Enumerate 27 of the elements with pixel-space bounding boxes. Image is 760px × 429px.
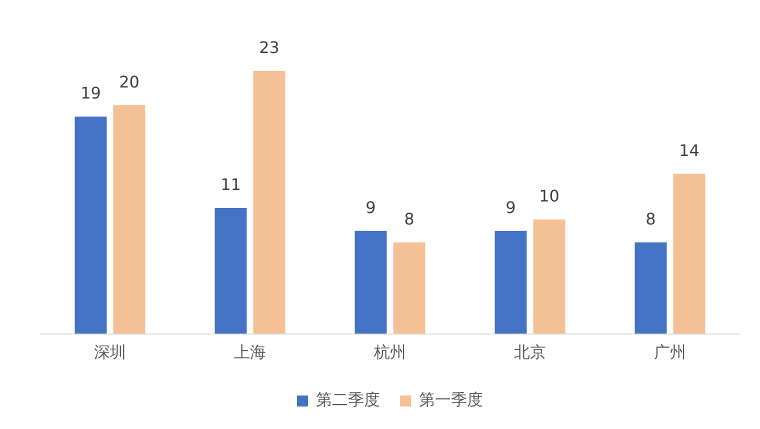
bar xyxy=(253,70,286,334)
legend-label: 第二季度 xyxy=(316,390,380,410)
x-tick-label: 杭州 xyxy=(373,342,406,362)
bar xyxy=(113,105,146,334)
bar xyxy=(354,230,387,334)
bar xyxy=(74,116,107,334)
x-tick-label: 深圳 xyxy=(94,342,126,362)
data-label: 10 xyxy=(539,186,560,206)
bar xyxy=(214,208,247,334)
bar xyxy=(533,219,566,334)
x-tick-label: 上海 xyxy=(234,342,266,362)
bar xyxy=(673,174,706,334)
data-label: 20 xyxy=(119,72,140,92)
bar xyxy=(393,242,426,334)
bar xyxy=(494,230,527,334)
data-label: 11 xyxy=(220,175,241,194)
x-tick-label: 广州 xyxy=(654,342,686,362)
data-label: 8 xyxy=(404,210,414,228)
legend-label: 第一季度 xyxy=(419,390,483,410)
data-label: 19 xyxy=(80,84,101,103)
bar xyxy=(634,242,667,334)
data-label: 9 xyxy=(506,198,516,218)
data-label: 9 xyxy=(366,198,376,218)
data-label: 8 xyxy=(646,210,656,228)
data-label: 23 xyxy=(259,38,280,58)
data-label: 14 xyxy=(679,140,700,160)
x-tick-label: 北京 xyxy=(514,342,546,362)
